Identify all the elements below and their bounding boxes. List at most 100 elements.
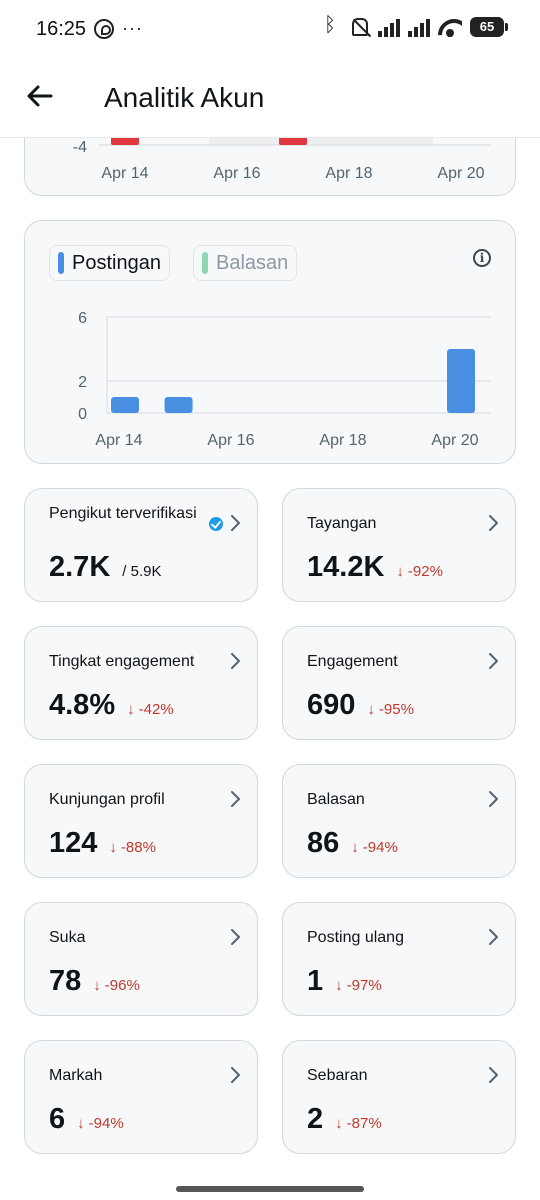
- stat-value: 78: [49, 965, 82, 997]
- verified-badge-icon: [209, 517, 223, 531]
- mute-icon: [352, 18, 368, 36]
- info-icon[interactable]: i: [473, 249, 491, 267]
- stat-change-value: -42%: [138, 701, 174, 718]
- page-title: Analitik Akun: [104, 82, 265, 113]
- legend-replies-toggle[interactable]: Balasan: [193, 245, 298, 281]
- top-x-tick: Apr 16: [213, 165, 260, 182]
- stat-value: 86: [307, 827, 340, 859]
- more-notifications-icon: ···: [122, 18, 143, 38]
- chevron-right-icon: [487, 1065, 501, 1085]
- y-tick-label: 2: [78, 374, 87, 391]
- bar-postingan[interactable]: [164, 397, 193, 413]
- stat-card[interactable]: Kunjungan profil 124 ↓ -88%: [24, 764, 258, 878]
- stat-change: ↓ -87%: [335, 1115, 382, 1132]
- arrow-down-icon: ↓: [396, 563, 404, 580]
- stat-value-row: 14.2K ↓ -92%: [307, 551, 443, 584]
- x-tick-label: Apr 16: [207, 432, 254, 449]
- signal-icon: [378, 17, 400, 37]
- stat-label: Markah: [49, 1067, 103, 1084]
- chevron-right-icon: [229, 651, 243, 671]
- stat-card[interactable]: Suka 78 ↓ -96%: [24, 902, 258, 1016]
- top-x-tick: Apr 14: [101, 165, 148, 182]
- arrow-down-icon: ↓: [109, 839, 117, 856]
- stat-label: Kunjungan profil: [49, 791, 165, 808]
- stat-card[interactable]: Posting ulang 1 ↓ -97%: [282, 902, 516, 1016]
- stat-change: ↓ -42%: [127, 701, 174, 718]
- bluetooth-icon: [320, 14, 342, 38]
- stat-change-value: -96%: [104, 977, 140, 994]
- stat-label: Engagement: [307, 653, 398, 670]
- stat-value: 6: [49, 1103, 66, 1135]
- stat-value: 14.2K: [307, 551, 385, 583]
- stat-change: ↓ -95%: [367, 701, 414, 718]
- stat-change: ↓ -94%: [77, 1115, 124, 1132]
- stat-total: / 5.9K: [122, 563, 162, 580]
- stat-value: 4.8%: [49, 689, 116, 721]
- bar-postingan[interactable]: [447, 349, 475, 413]
- stat-label: Tingkat engagement: [49, 653, 195, 670]
- legend-label-posts: Postingan: [72, 251, 161, 274]
- stat-change-value: -88%: [120, 839, 156, 856]
- stat-card[interactable]: Balasan 86 ↓ -94%: [282, 764, 516, 878]
- stat-card[interactable]: Markah 6 ↓ -94%: [24, 1040, 258, 1154]
- stat-change: ↓ -97%: [335, 977, 382, 994]
- arrow-down-icon: ↓: [335, 977, 343, 994]
- stat-card[interactable]: Pengikut terverifikasi 2.7K / 5.9K: [24, 488, 258, 602]
- arrow-down-icon: ↓: [335, 1115, 343, 1132]
- chevron-right-icon: [229, 927, 243, 947]
- chevron-right-icon: [487, 789, 501, 809]
- x-tick-label: Apr 20: [431, 432, 478, 449]
- stat-value-row: 4.8% ↓ -42%: [49, 689, 174, 722]
- chevron-right-icon: [487, 513, 501, 533]
- stat-value: 1: [307, 965, 324, 997]
- arrow-down-icon: ↓: [127, 701, 135, 718]
- back-button[interactable]: [24, 80, 60, 116]
- stat-value-row: 86 ↓ -94%: [307, 827, 398, 860]
- stat-label: Posting ulang: [307, 929, 404, 946]
- stat-value: 2.7K: [49, 551, 111, 583]
- chevron-right-icon: [487, 651, 501, 671]
- chevron-right-icon: [229, 1065, 243, 1085]
- stat-value: 124: [49, 827, 98, 859]
- stat-card[interactable]: Tingkat engagement 4.8% ↓ -42%: [24, 626, 258, 740]
- home-indicator[interactable]: [176, 1186, 364, 1192]
- arrow-down-icon: ↓: [367, 701, 375, 718]
- app-header: Analitik Akun: [0, 58, 540, 138]
- stat-change-value: -97%: [346, 977, 382, 994]
- stat-value-row: 6 ↓ -94%: [49, 1103, 124, 1136]
- stat-card[interactable]: Tayangan 14.2K ↓ -92%: [282, 488, 516, 602]
- legend-label-replies: Balasan: [216, 251, 289, 274]
- stat-label: Pengikut terverifikasi: [49, 505, 197, 522]
- arrow-left-icon: [27, 85, 53, 107]
- arrow-down-icon: ↓: [93, 977, 101, 994]
- battery-icon: 65: [470, 17, 508, 37]
- whatsapp-icon: [94, 18, 114, 39]
- stat-label: Suka: [49, 929, 86, 946]
- top-y-tick: -4: [73, 139, 87, 156]
- legend-posts-toggle[interactable]: Postingan: [49, 245, 170, 281]
- y-tick-label: 6: [78, 310, 87, 327]
- stat-value-row: 124 ↓ -88%: [49, 827, 156, 860]
- x-tick-label: Apr 18: [319, 432, 366, 449]
- stat-card[interactable]: Engagement 690 ↓ -95%: [282, 626, 516, 740]
- posts-bar-chart: 6 2 0 Apr 14 Apr 16 Apr 18 Apr 20: [78, 310, 491, 449]
- top-x-tick: Apr 18: [325, 165, 372, 182]
- arrow-down-icon: ↓: [77, 1115, 85, 1132]
- stat-change: ↓ -92%: [396, 563, 443, 580]
- stat-change: ↓ -94%: [351, 839, 398, 856]
- posts-chart-card: Postingan Balasan i 6 2 0 Apr 14 Apr 16 Apr 1…: [24, 220, 516, 464]
- stat-change: ↓ -96%: [93, 977, 140, 994]
- x-tick-label: Apr 14: [95, 432, 142, 449]
- arrow-down-icon: ↓: [351, 839, 359, 856]
- bar-postingan[interactable]: [111, 397, 139, 413]
- stat-change: ↓ -88%: [109, 839, 156, 856]
- stat-value: 690: [307, 689, 356, 721]
- legend-swatch-replies: [202, 252, 208, 274]
- stat-value-row: 690 ↓ -95%: [307, 689, 414, 722]
- stat-label: Tayangan: [307, 515, 377, 532]
- stat-label: Balasan: [307, 791, 365, 808]
- stat-card[interactable]: Sebaran 2 ↓ -87%: [282, 1040, 516, 1154]
- status-time: 16:25: [36, 18, 87, 40]
- stat-change-value: -87%: [346, 1115, 382, 1132]
- stat-value: 2: [307, 1103, 324, 1135]
